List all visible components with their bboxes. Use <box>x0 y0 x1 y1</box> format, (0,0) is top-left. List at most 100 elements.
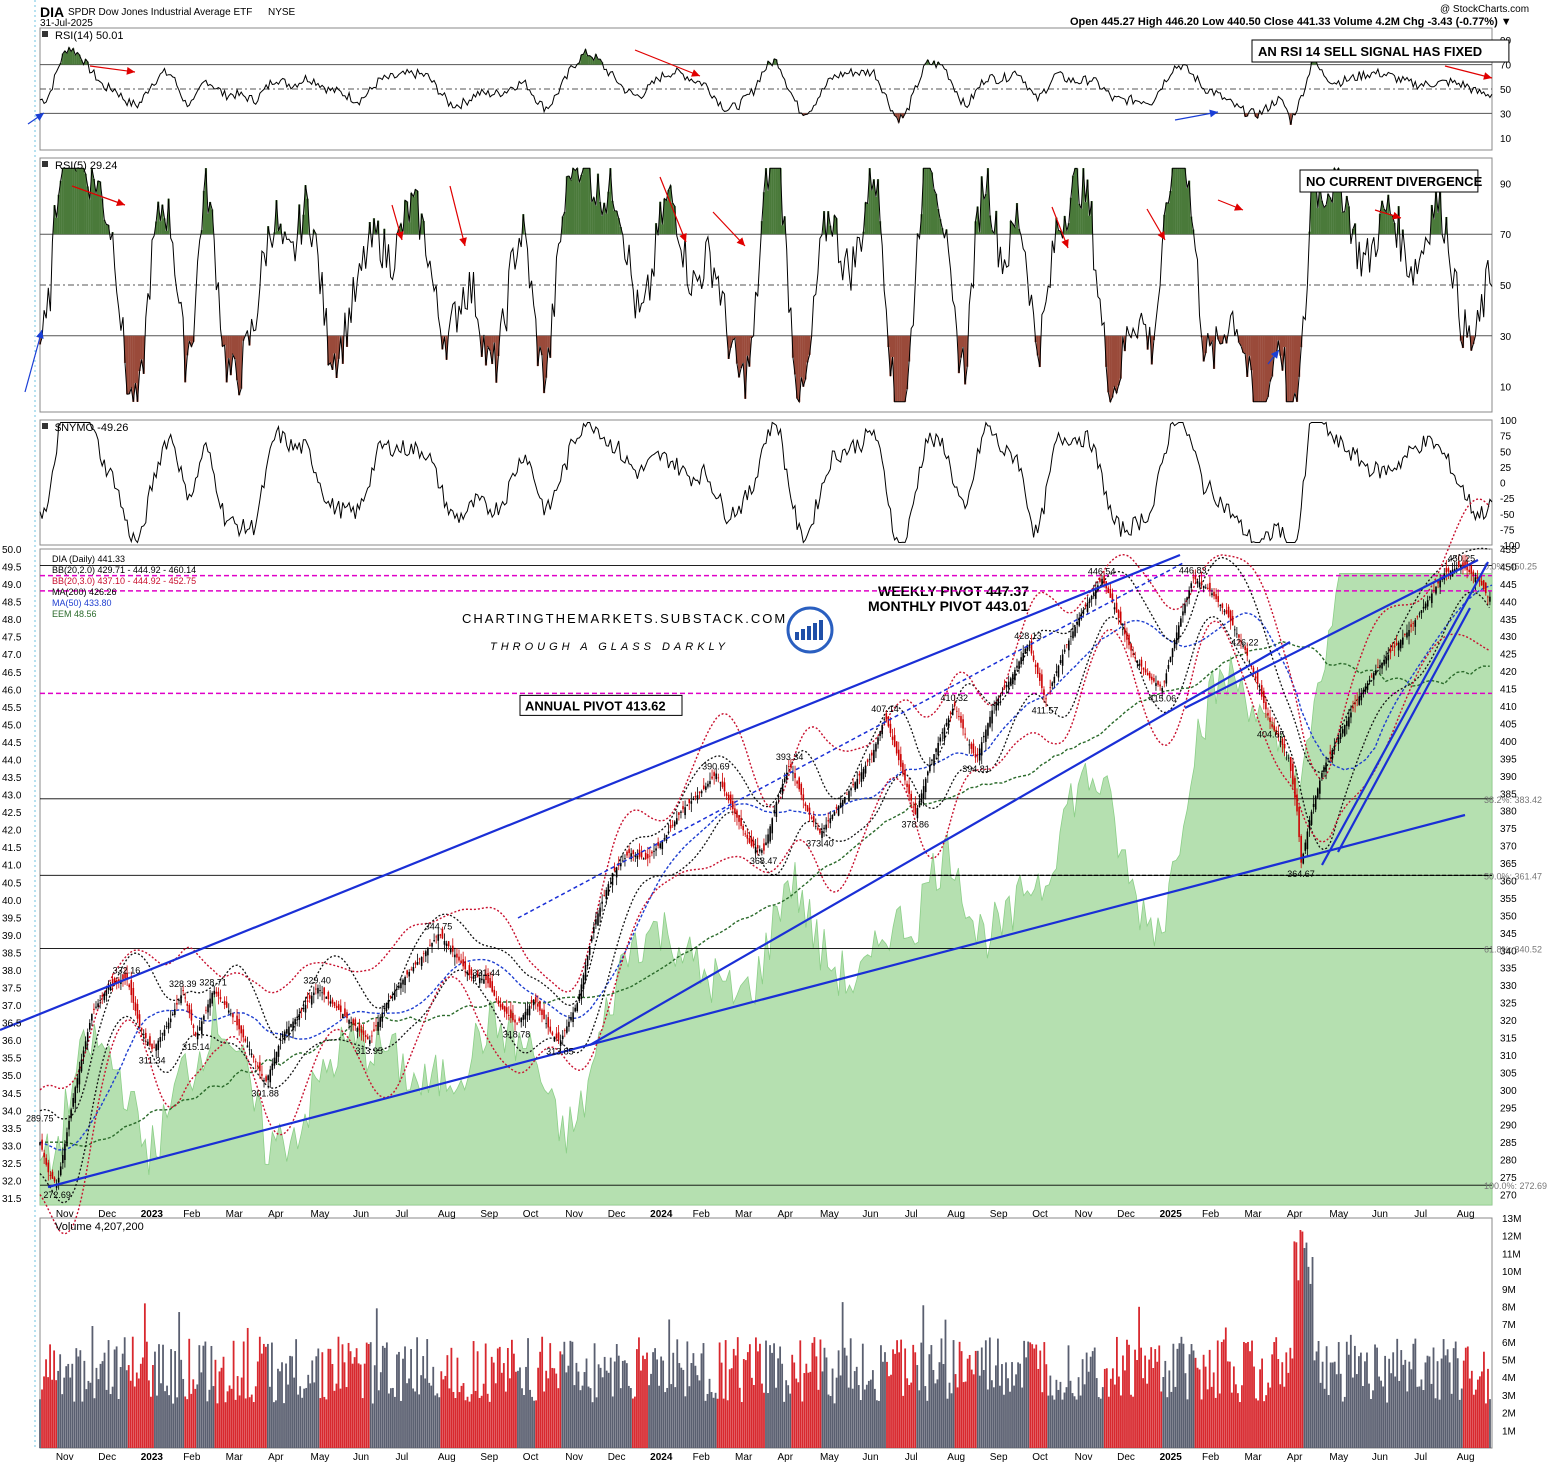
candle-body <box>184 997 186 999</box>
candle-body <box>503 1006 506 1012</box>
candle-body <box>568 1021 570 1027</box>
candle-body <box>362 1030 365 1035</box>
candle-body <box>126 972 128 980</box>
volume-bar <box>529 1389 531 1448</box>
candle-body <box>161 1033 164 1035</box>
candle-body <box>246 1045 249 1048</box>
volume-bar <box>1087 1371 1090 1448</box>
candle-body <box>1223 610 1226 612</box>
volume-bar <box>1412 1343 1415 1448</box>
ytick-label: 455 <box>1500 545 1517 556</box>
candle-body <box>1258 690 1261 692</box>
xtick-label: Feb <box>1202 1209 1220 1220</box>
candle-body <box>1221 603 1224 608</box>
volume-bar <box>954 1374 957 1448</box>
volume-bar <box>666 1387 669 1448</box>
volume-bar <box>1091 1351 1094 1448</box>
volume-bar <box>1271 1354 1274 1448</box>
volume-bar <box>696 1375 699 1448</box>
volume-bar <box>246 1327 249 1448</box>
volume-bar <box>833 1403 836 1448</box>
candle-body <box>190 1009 193 1021</box>
volume-bar <box>111 1386 114 1448</box>
candle-body <box>904 769 906 781</box>
candle-body <box>149 1036 151 1046</box>
xtick-label: May <box>1329 1209 1348 1220</box>
candle-body <box>466 972 469 975</box>
volume-bar <box>1107 1396 1110 1448</box>
volume-bar <box>226 1391 229 1448</box>
xtick-label: Dec <box>1117 1209 1135 1220</box>
ytick-label: 25 <box>1500 463 1512 474</box>
volume-bar <box>162 1344 164 1448</box>
volume-bar <box>1444 1355 1447 1448</box>
candle-body <box>900 754 902 767</box>
volume-bar <box>1303 1248 1306 1448</box>
candle-body <box>1408 630 1410 637</box>
volume-bar <box>502 1363 505 1448</box>
volume-bar <box>51 1379 53 1448</box>
ytick-label: 430 <box>1500 632 1517 643</box>
volume-bar <box>640 1370 642 1448</box>
volume-bar <box>676 1339 679 1448</box>
candle-body <box>134 1002 137 1011</box>
candle-body <box>217 991 220 997</box>
ytick-left-label: 49.5 <box>2 563 22 574</box>
volume-bar <box>1347 1354 1350 1448</box>
candle-body <box>43 1152 45 1158</box>
ytick-label: 30 <box>1500 109 1512 120</box>
candle-body <box>400 982 402 989</box>
volume-bar <box>950 1393 953 1448</box>
price-label: 446.54 <box>1088 567 1116 577</box>
volume-bar <box>607 1372 610 1448</box>
candle-body <box>989 716 991 727</box>
volume-bar <box>375 1308 378 1448</box>
candle-body <box>1213 591 1215 597</box>
candle-body <box>1088 599 1091 603</box>
volume-bar <box>825 1357 828 1448</box>
price-label: 301.88 <box>251 1088 279 1098</box>
candle-body <box>283 1031 286 1041</box>
candle-body <box>188 1005 191 1014</box>
candle-body <box>532 999 535 1006</box>
xtick-label: 2024 <box>650 1452 673 1463</box>
volume-bar <box>775 1387 777 1448</box>
volume-bar <box>1174 1386 1177 1448</box>
candle-body <box>1312 803 1315 808</box>
candle-body <box>1275 729 1278 734</box>
volume-bar <box>599 1367 602 1448</box>
candle-body <box>964 733 966 735</box>
volume-bar <box>801 1401 804 1448</box>
candle-body <box>769 826 771 842</box>
candle-body <box>1360 693 1363 701</box>
volume-bar <box>837 1350 840 1448</box>
volume-bar <box>1402 1364 1405 1448</box>
volume-bar <box>47 1377 49 1448</box>
volume-bar <box>313 1382 316 1448</box>
volume-bar <box>160 1383 162 1448</box>
candle-body <box>259 1062 261 1072</box>
candle-body <box>358 1023 361 1031</box>
candle-body <box>82 1050 85 1057</box>
volume-bar <box>327 1348 330 1448</box>
volume-bar <box>85 1389 88 1448</box>
candle-body <box>1418 613 1421 615</box>
candle-body <box>1080 613 1083 620</box>
volume-bar <box>1345 1341 1348 1448</box>
volume-bar <box>670 1384 673 1448</box>
volume-bar <box>55 1380 58 1448</box>
volume-bar <box>1216 1340 1219 1448</box>
volume-bar <box>186 1399 189 1448</box>
volume-bar <box>220 1367 223 1448</box>
candle-body <box>1095 588 1097 599</box>
candle-body <box>875 743 877 752</box>
divergence-arrowhead <box>459 237 467 246</box>
xtick-label: Jul <box>1414 1209 1427 1220</box>
candle-body <box>551 1032 554 1035</box>
candle-body <box>93 1008 95 1010</box>
divergence-arrowhead <box>679 233 687 242</box>
volume-bar <box>1192 1350 1195 1448</box>
candle-body <box>1207 587 1209 589</box>
xtick-label: 2025 <box>1160 1452 1183 1463</box>
